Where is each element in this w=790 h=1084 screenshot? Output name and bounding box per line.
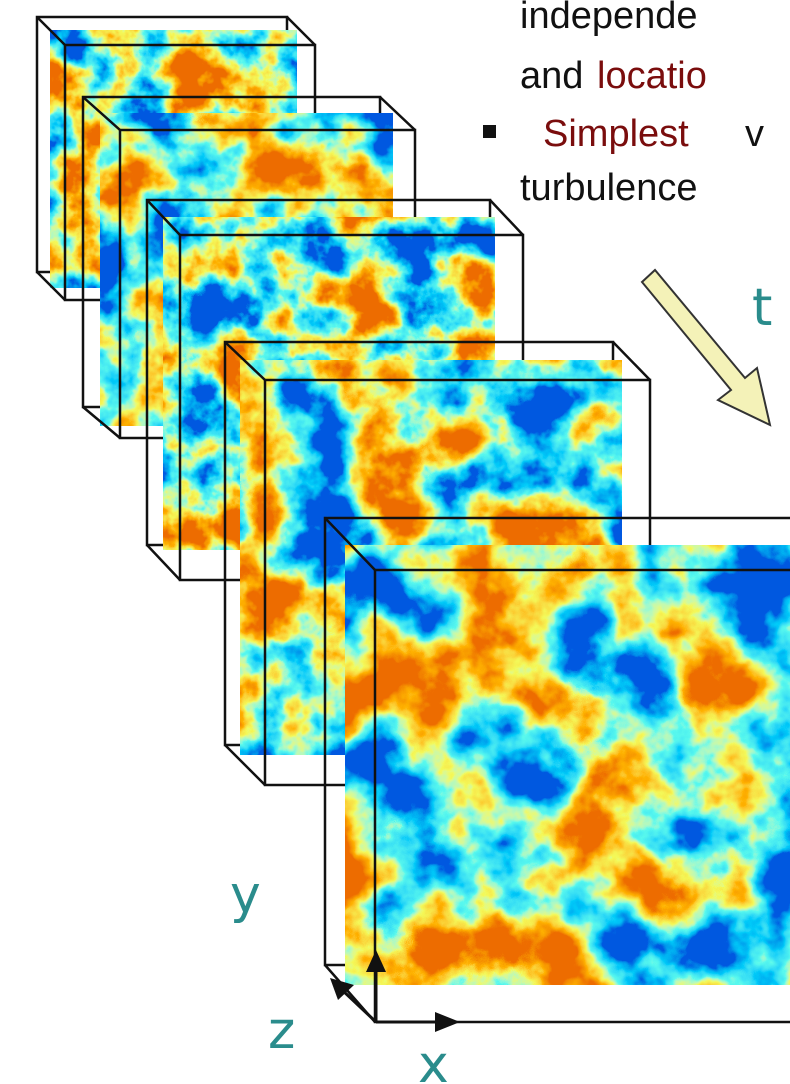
- axis-label: x: [418, 1035, 449, 1084]
- bullet-text: and: [520, 55, 583, 97]
- bullet-text: Simplest: [543, 113, 689, 155]
- slide: t y z x independe and locatio Simplest v…: [0, 0, 790, 1084]
- time-arrow: [642, 270, 770, 425]
- bullet-text: locatio: [597, 55, 707, 97]
- axis-label: z: [268, 1001, 295, 1061]
- volume-frame: [325, 518, 790, 1022]
- axis-label: t: [752, 278, 772, 338]
- bullet-text: v: [745, 113, 764, 155]
- axis-label: y: [230, 865, 261, 925]
- bullet-text: independe: [520, 0, 698, 37]
- bullet-text: turbulence: [520, 167, 697, 209]
- bullet: [483, 125, 496, 138]
